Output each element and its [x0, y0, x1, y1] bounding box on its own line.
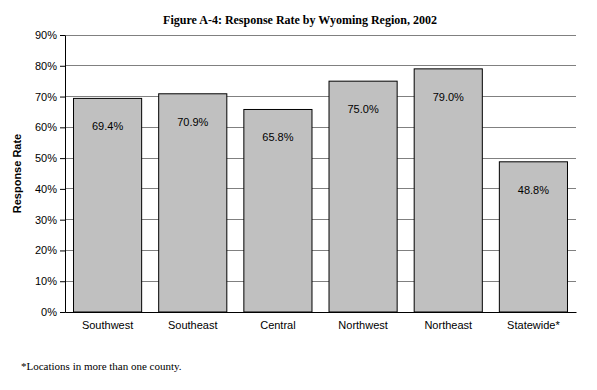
y-tick: 60%: [35, 121, 65, 133]
x-tick: Statewide*: [507, 312, 560, 331]
y-tick: 30%: [35, 214, 65, 226]
y-tick: 10%: [35, 275, 65, 287]
y-tick-mark: [60, 66, 65, 67]
y-tick-mark: [60, 127, 65, 128]
y-tick-label: 90%: [35, 29, 57, 41]
data-label: 65.8%: [262, 131, 293, 143]
y-tick-label: 40%: [35, 183, 57, 195]
y-tick-label: 70%: [35, 91, 57, 103]
y-tick-label: 0%: [41, 306, 57, 318]
y-tick-mark: [60, 220, 65, 221]
y-axis-line: [65, 36, 66, 313]
y-tick: 50%: [35, 152, 65, 164]
title: Figure A-4: Response Rate by Wyoming Reg…: [163, 13, 437, 27]
chart: 69.4% 70.9% 65.8% 75.0% 79.0% 48.8% 0% 10% 20% 30…: [0, 0, 597, 390]
grid-line: [65, 35, 576, 36]
grid: [65, 35, 576, 312]
x-tick: Southeast: [168, 312, 218, 331]
x-tick-label: Northeast: [424, 319, 472, 331]
y-tick: 40%: [35, 183, 65, 195]
y-tick: 70%: [35, 91, 65, 103]
x-tick-label: Central: [260, 319, 295, 331]
y-tick-mark: [60, 250, 65, 251]
y-tick-mark: [60, 97, 65, 98]
x-tick: Northeast: [424, 312, 472, 331]
y-tick-mark: [60, 312, 65, 313]
bar: [159, 94, 227, 312]
bar: [74, 98, 142, 312]
bar: [244, 109, 312, 312]
y-tick: 0%: [41, 306, 65, 318]
y-tick-mark: [60, 35, 65, 36]
y-tick-label: 50%: [35, 152, 57, 164]
y-tick-mark: [60, 189, 65, 190]
y-tick: 20%: [35, 244, 65, 256]
y-tick-mark: [60, 281, 65, 282]
y-tick-label: 80%: [35, 60, 57, 72]
plot-area: 69.4% 70.9% 65.8% 75.0% 79.0% 48.8% 0% 10% 20% 30…: [35, 29, 577, 331]
x-tick-label: Statewide*: [507, 319, 560, 331]
data-label: 69.4%: [92, 120, 123, 132]
x-tick-label: Southeast: [168, 319, 218, 331]
x-tick: Southwest: [82, 312, 133, 331]
x-tick: Northwest: [338, 312, 388, 331]
footnote: *Locations in more than one county.: [21, 360, 182, 372]
data-label: 48.8%: [518, 184, 549, 196]
y-tick: 90%: [35, 29, 65, 41]
y-tick: 80%: [35, 60, 65, 72]
x-axis: Southwest Southeast Central Northwest Northe…: [66, 312, 577, 331]
y-tick-label: 30%: [35, 214, 57, 226]
bar: [329, 81, 397, 312]
y-tick-label: 10%: [35, 275, 57, 287]
y-tick-label: 60%: [35, 121, 57, 133]
data-labels: 69.4% 70.9% 65.8% 75.0% 79.0% 48.8%: [92, 91, 549, 196]
data-label: 70.9%: [177, 116, 208, 128]
y-axis-title: Response Rate: [11, 134, 23, 213]
bar: [499, 162, 567, 312]
x-tick-label: Northwest: [338, 319, 388, 331]
bars: [74, 69, 568, 312]
data-label: 79.0%: [433, 91, 464, 103]
x-tick: Central: [260, 312, 295, 331]
y-tick-mark: [60, 158, 65, 159]
grid-line: [65, 65, 576, 66]
x-axis-line: [66, 312, 577, 313]
grid-line: [65, 96, 576, 97]
y-tick-label: 20%: [35, 244, 57, 256]
bar: [414, 69, 482, 312]
data-label: 75.0%: [347, 103, 378, 115]
y-axis: 0% 10% 20% 30% 40% 50% 60% 70% 80% 90%: [35, 29, 66, 318]
x-tick-label: Southwest: [82, 319, 133, 331]
